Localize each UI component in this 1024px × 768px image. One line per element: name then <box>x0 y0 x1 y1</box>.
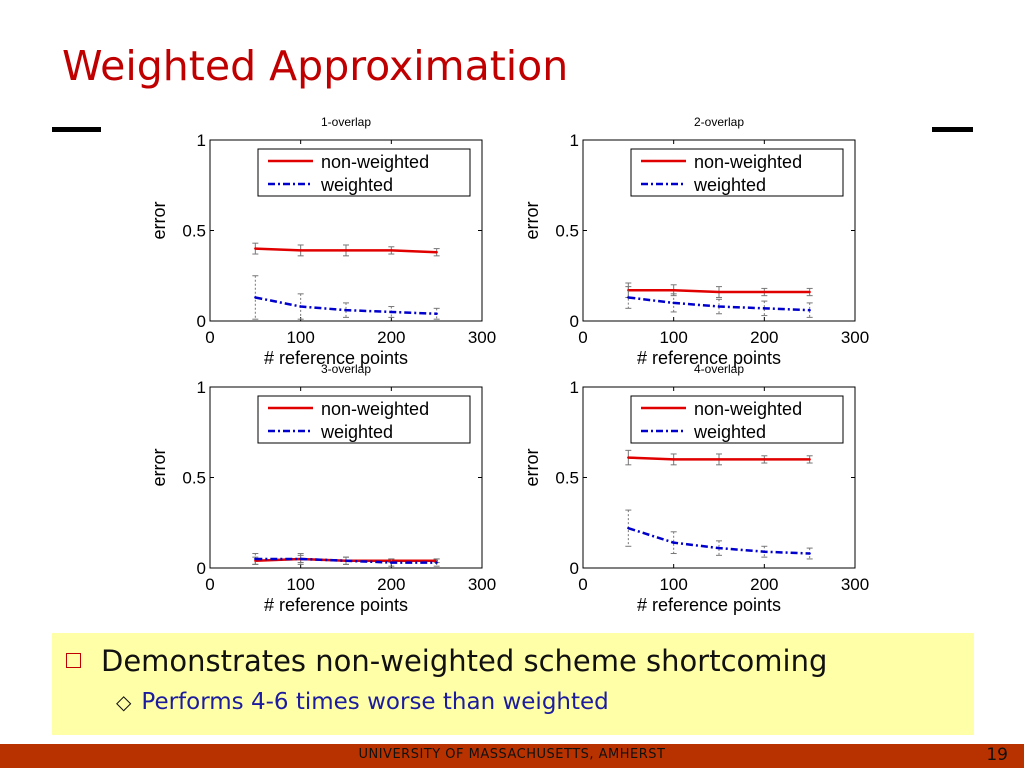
x-axis-label: # reference points <box>264 348 408 368</box>
x-tick-label: 300 <box>468 328 496 347</box>
series-weighted <box>625 509 813 560</box>
y-tick-label: 1 <box>197 131 206 150</box>
series-line <box>628 456 810 461</box>
square-bullet-icon <box>66 653 81 668</box>
series-non-weighted <box>252 242 440 257</box>
y-tick-label: 0.5 <box>182 222 206 241</box>
x-tick-label: 100 <box>286 575 314 594</box>
series-non-weighted <box>625 449 813 466</box>
chart-4: 4-overlap 0 100 200 300 0 0.5 1 # reference poin… <box>522 362 869 615</box>
x-tick-label: 200 <box>377 575 405 594</box>
series-line <box>627 526 810 555</box>
series-non-weighted <box>625 282 813 298</box>
legend-label: weighted <box>693 175 766 195</box>
bullet-main-text: Demonstrates non-weighted scheme shortco… <box>101 644 828 678</box>
legend-label: non-weighted <box>694 399 802 419</box>
x-axis-label: # reference points <box>637 348 781 368</box>
bullet-sub-text: Performs 4-6 times worse than weighted <box>141 689 609 715</box>
legend: non-weighted weighted <box>257 148 471 197</box>
legend: non-weighted weighted <box>257 395 471 444</box>
x-tick-label: 300 <box>468 575 496 594</box>
series-weighted <box>252 553 440 567</box>
y-tick-label: 1 <box>570 378 579 397</box>
x-axis-label: # reference points <box>264 595 408 615</box>
y-tick-label: 0 <box>570 559 579 578</box>
legend-label: weighted <box>320 422 393 442</box>
legend-label: non-weighted <box>321 399 429 419</box>
legend-label: weighted <box>693 422 766 442</box>
title-rule-right <box>932 127 973 132</box>
series-line <box>255 557 437 564</box>
series-line <box>628 296 810 312</box>
chart-title: 4-overlap <box>694 362 744 376</box>
y-tick-label: 1 <box>197 378 206 397</box>
x-tick-label: 100 <box>286 328 314 347</box>
y-axis-label: error <box>149 201 169 239</box>
series-weighted <box>625 286 813 318</box>
legend-box <box>257 148 471 197</box>
y-tick-label: 0.5 <box>555 222 579 241</box>
series-weighted <box>252 275 440 320</box>
x-tick-label: 0 <box>205 575 214 594</box>
y-tick-label: 0 <box>570 312 579 331</box>
y-tick-label: 1 <box>570 131 579 150</box>
x-tick-label: 200 <box>377 328 405 347</box>
callout-box <box>52 633 974 735</box>
x-tick-label: 100 <box>659 328 687 347</box>
footer-text: UNIVERSITY OF MASSACHUSETTS, AMHERST <box>358 747 666 762</box>
chart-title: 1-overlap <box>321 115 371 129</box>
page-number: 19 <box>986 745 1008 765</box>
chart-title: 2-overlap <box>694 115 744 129</box>
legend-box <box>630 395 844 444</box>
x-tick-label: 0 <box>578 328 587 347</box>
chart-title: 3-overlap <box>321 362 371 376</box>
bullet-sub: ◇ Performs 4-6 times worse than weighted <box>116 689 609 715</box>
x-tick-label: 0 <box>578 575 587 594</box>
legend-box <box>630 148 844 197</box>
y-axis-label: error <box>522 201 542 239</box>
x-tick-label: 200 <box>750 575 778 594</box>
x-axis-label: # reference points <box>637 595 781 615</box>
y-tick-label: 0 <box>197 559 206 578</box>
slide-title: Weighted Approximation <box>62 42 569 90</box>
title-rule-left <box>52 127 101 132</box>
series-line <box>255 296 437 316</box>
x-tick-label: 100 <box>659 575 687 594</box>
y-tick-label: 0.5 <box>555 469 579 488</box>
legend-label: weighted <box>320 175 393 195</box>
y-axis-label: error <box>149 448 169 486</box>
x-tick-label: 200 <box>750 328 778 347</box>
series-line <box>255 247 437 254</box>
legend-label: non-weighted <box>321 152 429 172</box>
legend: non-weighted weighted <box>630 148 844 197</box>
bullet-main: Demonstrates non-weighted scheme shortco… <box>66 644 827 678</box>
x-tick-label: 300 <box>841 328 869 347</box>
legend: non-weighted weighted <box>630 395 844 444</box>
y-tick-label: 0.5 <box>182 469 206 488</box>
legend-box <box>257 395 471 444</box>
chart-1: 1-overlap 0 100 200 300 0 0.5 1 # reference poin… <box>149 115 496 368</box>
legend-label: non-weighted <box>694 152 802 172</box>
chart-3: 3-overlap 0 100 200 300 0 0.5 1 # reference poin… <box>149 362 496 615</box>
x-tick-label: 0 <box>205 328 214 347</box>
series-line <box>628 288 810 294</box>
y-axis-label: error <box>522 448 542 486</box>
diamond-bullet-icon: ◇ <box>116 690 132 714</box>
x-tick-label: 300 <box>841 575 869 594</box>
chart-2: 2-overlap 0 100 200 300 0 0.5 1 # reference poin… <box>522 115 869 368</box>
footer-bar: UNIVERSITY OF MASSACHUSETTS, AMHERST 19 <box>0 744 1024 768</box>
y-tick-label: 0 <box>197 312 206 331</box>
